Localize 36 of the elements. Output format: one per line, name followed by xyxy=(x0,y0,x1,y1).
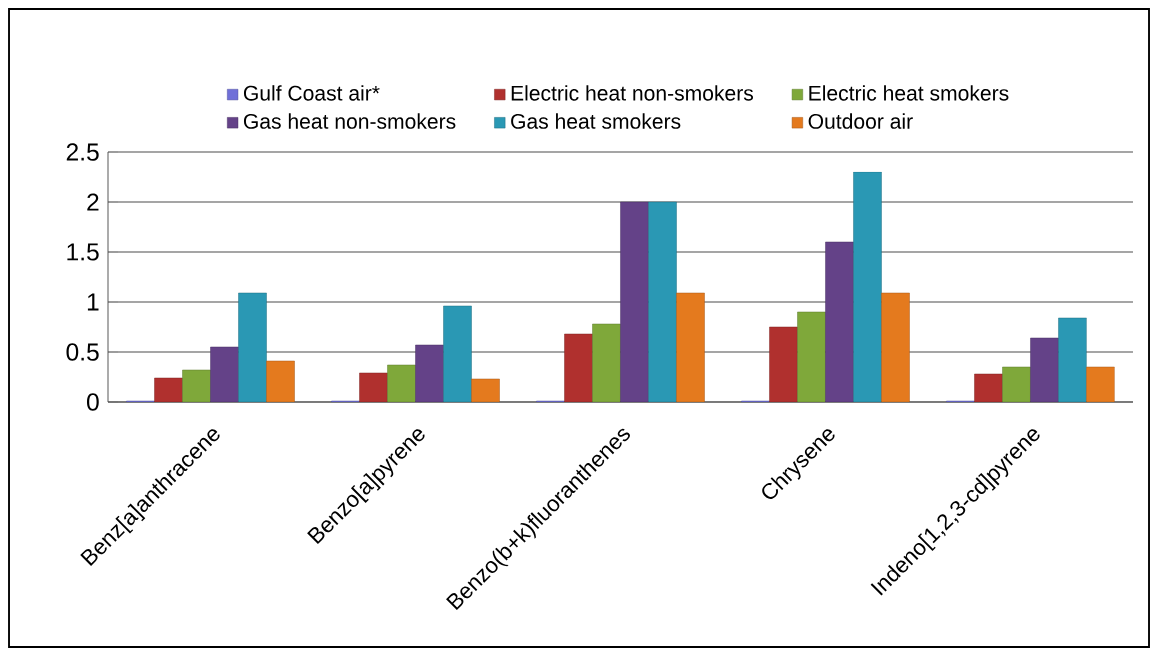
bar xyxy=(1058,317,1087,402)
bar xyxy=(471,378,500,402)
y-tick-label: 0.5 xyxy=(66,343,99,361)
y-tick-label: 2 xyxy=(87,193,99,211)
legend-label: Gas heat non-smokers xyxy=(243,113,456,129)
bar xyxy=(238,292,267,402)
bar xyxy=(592,323,621,402)
y-tick-label: 2.5 xyxy=(66,143,99,161)
legend-label: Gas heat smokers xyxy=(511,113,681,129)
legend-label: Electric heat smokers xyxy=(809,85,1009,101)
bar xyxy=(974,373,1003,402)
legend-label: Outdoor air xyxy=(808,113,913,129)
bar xyxy=(1002,366,1031,402)
bar xyxy=(676,292,705,402)
bar xyxy=(620,201,649,402)
bar xyxy=(1086,366,1115,402)
bar xyxy=(564,333,593,402)
bar xyxy=(387,364,416,402)
bar xyxy=(266,360,295,402)
bar xyxy=(825,241,854,402)
y-tick-label: 0 xyxy=(87,393,99,411)
legend-label: Electric heat non-smokers xyxy=(511,85,754,101)
bar xyxy=(210,346,239,402)
bar xyxy=(648,201,677,402)
bar xyxy=(853,171,882,402)
bar xyxy=(182,369,211,402)
bar xyxy=(797,311,826,402)
y-tick-label: 1 xyxy=(87,293,99,311)
bar xyxy=(443,305,472,402)
bar xyxy=(415,344,444,402)
legend-label: Gulf Coast air* xyxy=(243,85,380,101)
bar xyxy=(769,326,798,402)
y-tick-label: 1.5 xyxy=(67,243,99,261)
bar xyxy=(1030,337,1059,402)
bar xyxy=(359,372,388,402)
bar xyxy=(881,292,910,402)
